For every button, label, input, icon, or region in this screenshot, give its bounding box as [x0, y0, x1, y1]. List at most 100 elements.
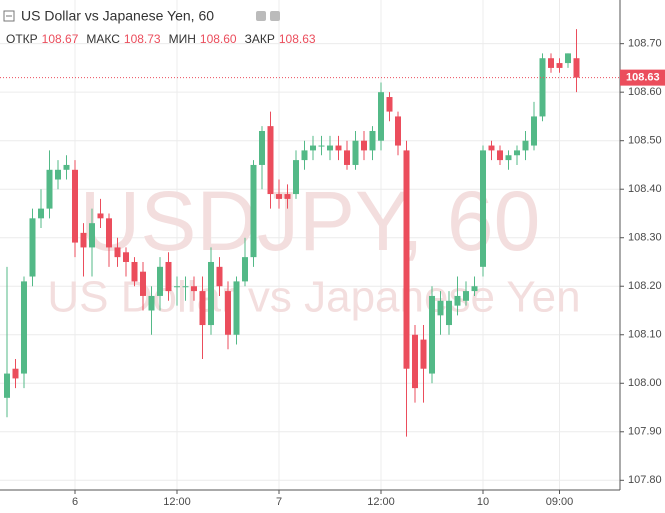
candle-body — [565, 53, 571, 64]
candle-body — [488, 145, 495, 151]
candle-body — [361, 140, 367, 151]
last-price-tag — [620, 69, 665, 86]
candle-body — [12, 368, 19, 379]
candle-body — [301, 150, 308, 161]
candle-body — [191, 286, 197, 292]
watermark-description: US Dollar vs Japanese Yen — [47, 273, 580, 322]
candle-body — [140, 271, 146, 296]
candle-body — [497, 150, 503, 161]
candle-body — [225, 291, 231, 335]
ohlc-label: ОТКР — [6, 32, 38, 46]
y-tick-label: 107.80 — [628, 474, 662, 486]
candle-body — [131, 261, 138, 282]
x-tick-label: 6 — [72, 496, 78, 508]
x-tick-label: 12:00 — [163, 496, 191, 508]
candle-body — [548, 58, 554, 68]
ohlc-label: МАКС — [86, 32, 120, 46]
candle-body — [352, 140, 359, 165]
candle-body — [267, 126, 274, 195]
candle-body — [174, 286, 180, 288]
y-tick-label: 108.70 — [628, 38, 662, 50]
y-tick-label: 108.60 — [628, 86, 662, 98]
candle-body — [114, 247, 121, 258]
candle-body — [378, 92, 384, 141]
ohlc-label: МИН — [169, 32, 196, 46]
candle-body — [21, 281, 27, 374]
candle-body — [293, 160, 299, 195]
candles — [0, 29, 620, 437]
candle-body — [463, 291, 469, 301]
visibility-icon[interactable] — [256, 11, 266, 21]
candle-body — [55, 169, 61, 180]
candle-body — [123, 252, 129, 262]
chart-title: US Dollar vs Japanese Yen, 60 — [21, 8, 214, 24]
ohlc-header: ОТКР 108.67 МАКС 108.73 МИН 108.60 ЗАКР 108.63 — [6, 32, 316, 46]
candle-body — [522, 140, 529, 151]
y-tick-label: 108.00 — [628, 377, 662, 389]
candle-body — [208, 261, 214, 326]
candle-body — [165, 261, 172, 292]
x-tick-label: 09:00 — [546, 496, 574, 508]
candle-body — [310, 145, 316, 151]
y-tick-label: 108.30 — [628, 232, 662, 244]
candle-body — [403, 150, 410, 369]
candle-body — [89, 223, 95, 248]
candle-body — [344, 150, 350, 165]
candle-body — [250, 164, 257, 258]
candle-body — [259, 130, 265, 165]
last-price-label: 108.63 — [626, 72, 660, 84]
x-tick-label: 7 — [276, 496, 282, 508]
collapse-icon[interactable] — [3, 10, 15, 22]
candle-body — [327, 145, 333, 151]
candle-body — [157, 266, 163, 296]
candle-body — [539, 58, 546, 117]
candle-body — [148, 295, 155, 311]
candle-body — [242, 257, 248, 282]
ohlc-value: 108.73 — [124, 32, 161, 46]
ohlc-value: 108.60 — [200, 32, 237, 46]
candle-body — [395, 116, 401, 146]
candle-body — [63, 164, 70, 170]
y-tick-label: 108.20 — [628, 280, 662, 292]
candle-body — [276, 194, 282, 199]
candle-body — [437, 300, 444, 316]
candle-body — [233, 281, 240, 335]
candle-body — [335, 145, 342, 151]
axes: 107.80 107.90 108.00 108.10 108.20 108.30 108.… — [72, 38, 665, 508]
candle-body — [284, 194, 291, 199]
candle-body — [471, 286, 478, 292]
candle-body — [106, 218, 112, 248]
candle-body — [412, 334, 418, 389]
candle-body — [429, 295, 435, 374]
candle-body — [480, 150, 486, 267]
y-tick-label: 107.90 — [628, 426, 662, 438]
candle-body — [531, 116, 537, 146]
candle-body — [573, 58, 580, 78]
candle-body — [46, 169, 53, 209]
candle-body — [72, 169, 78, 243]
y-tick-label: 108.50 — [628, 135, 662, 147]
candle-body — [97, 213, 104, 219]
ohlc-value: 108.63 — [279, 32, 316, 46]
candle-body — [318, 145, 325, 147]
candle-body — [446, 300, 452, 326]
candle-body — [199, 291, 206, 326]
candle-body — [182, 286, 189, 288]
y-tick-label: 108.40 — [628, 183, 662, 195]
candle-body — [514, 150, 520, 156]
candle-body — [556, 63, 563, 68]
settings-icon[interactable] — [270, 11, 280, 21]
candle-body — [216, 266, 223, 287]
y-tick-label: 108.10 — [628, 329, 662, 341]
x-tick-label: 12:00 — [367, 496, 395, 508]
watermark-symbol: USDJPY, 60 — [80, 174, 541, 268]
candle-body — [4, 373, 10, 398]
candle-body — [369, 130, 376, 151]
candle-body — [29, 218, 36, 277]
candle-body — [80, 232, 87, 248]
candle-body — [505, 155, 512, 161]
ohlc-label: ЗАКР — [245, 32, 275, 46]
candle-body — [38, 208, 44, 219]
candle-body — [386, 97, 393, 112]
